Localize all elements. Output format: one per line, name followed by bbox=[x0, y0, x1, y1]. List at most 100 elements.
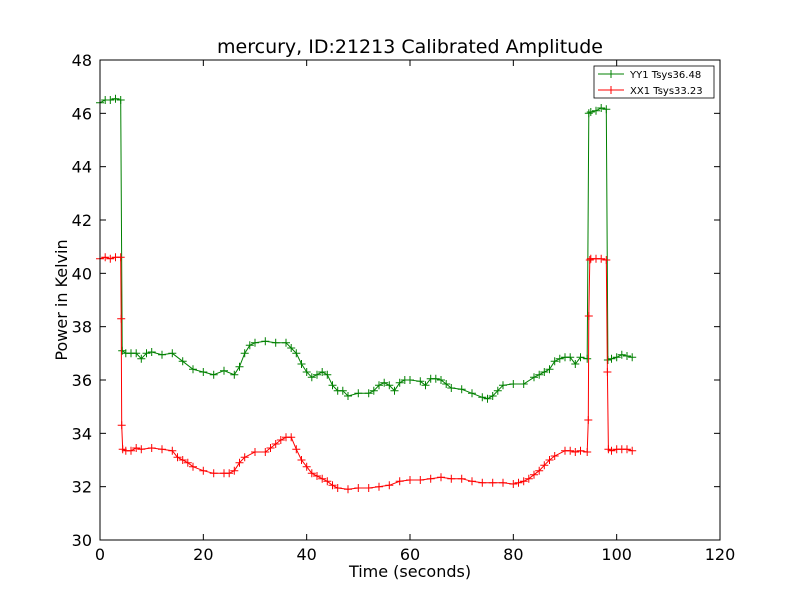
data-point-marker bbox=[199, 368, 208, 376]
data-point-marker bbox=[318, 368, 327, 376]
data-point-marker bbox=[375, 482, 383, 491]
data-point-marker bbox=[354, 484, 363, 492]
data-point-marker bbox=[220, 366, 228, 375]
data-point-marker bbox=[426, 474, 435, 483]
data-point-marker bbox=[168, 349, 177, 358]
data-point-marker bbox=[519, 477, 528, 486]
data-point-marker bbox=[628, 353, 637, 362]
data-point-marker bbox=[183, 458, 192, 467]
data-point-marker bbox=[333, 484, 342, 492]
data-point-marker bbox=[603, 356, 612, 364]
data-point-marker bbox=[364, 389, 373, 398]
data-point-marker bbox=[101, 253, 110, 262]
data-point-marker bbox=[302, 462, 311, 471]
data-point-marker bbox=[137, 354, 146, 363]
data-point-marker bbox=[225, 469, 234, 478]
data-point-marker bbox=[623, 445, 631, 454]
data-point-marker bbox=[137, 445, 146, 454]
data-point-marker bbox=[447, 474, 456, 483]
data-point-marker bbox=[566, 353, 575, 362]
y-tick-label: 36 bbox=[72, 371, 92, 390]
data-point-marker bbox=[584, 416, 593, 424]
data-point-marker bbox=[535, 466, 544, 475]
data-point-marker bbox=[158, 445, 166, 454]
data-point-marker bbox=[602, 105, 611, 114]
x-tick-label: 120 bbox=[705, 545, 736, 564]
data-point-marker bbox=[106, 96, 115, 104]
data-point-marker bbox=[390, 386, 399, 395]
legend-box bbox=[593, 65, 715, 99]
data-point-marker bbox=[499, 381, 507, 390]
data-point-marker bbox=[147, 348, 156, 356]
data-point-marker bbox=[576, 446, 585, 455]
data-point-marker bbox=[447, 384, 456, 392]
data-point-marker bbox=[323, 477, 332, 486]
data-point-marker bbox=[628, 446, 637, 455]
y-tick-label: 34 bbox=[72, 424, 92, 443]
data-point-marker bbox=[478, 478, 487, 487]
data-point-marker bbox=[623, 352, 631, 360]
data-point-marker bbox=[530, 373, 538, 382]
x-tick-label: 100 bbox=[601, 545, 632, 564]
data-point-marker bbox=[142, 349, 151, 358]
data-point-marker bbox=[545, 456, 554, 464]
data-point-marker bbox=[328, 481, 337, 490]
data-point-marker bbox=[302, 368, 311, 376]
data-point-marker bbox=[266, 444, 275, 452]
data-point-marker bbox=[209, 370, 218, 379]
data-point-marker bbox=[132, 349, 141, 358]
data-point-marker bbox=[251, 448, 259, 456]
data-point-marker bbox=[132, 444, 141, 452]
data-point-marker bbox=[276, 436, 285, 444]
y-tick-label: 30 bbox=[72, 531, 92, 550]
data-point-marker bbox=[287, 344, 296, 352]
data-point-marker bbox=[607, 354, 616, 363]
data-point-marker bbox=[545, 365, 554, 374]
legend-item: XX1 Tsys33.23 bbox=[598, 86, 703, 97]
data-point-marker bbox=[111, 94, 120, 103]
data-point-marker bbox=[282, 338, 290, 347]
data-point-marker bbox=[127, 446, 135, 455]
data-point-marker bbox=[437, 473, 445, 482]
data-point-marker bbox=[550, 452, 559, 460]
data-point-marker bbox=[338, 386, 347, 395]
data-point-marker bbox=[240, 453, 249, 462]
data-point-marker bbox=[509, 380, 518, 388]
data-point-marker bbox=[344, 392, 352, 400]
data-point-marker bbox=[457, 474, 466, 483]
data-point-marker bbox=[583, 448, 592, 456]
data-point-marker bbox=[483, 394, 492, 403]
x-tick-label: 40 bbox=[296, 545, 316, 564]
series-2 bbox=[96, 253, 637, 494]
data-point-marker bbox=[540, 368, 549, 376]
data-point-marker bbox=[431, 374, 440, 383]
x-tick-label: 60 bbox=[400, 545, 420, 564]
plot-background bbox=[100, 60, 720, 540]
data-point-marker bbox=[235, 458, 244, 467]
data-point-marker bbox=[530, 470, 538, 479]
data-point-marker bbox=[514, 478, 523, 487]
data-point-marker bbox=[178, 357, 187, 366]
data-point-marker bbox=[271, 440, 280, 448]
data-point-marker bbox=[416, 377, 425, 386]
data-point-marker bbox=[416, 476, 425, 484]
data-point-marker bbox=[261, 448, 270, 456]
x-tick-label: 0 bbox=[95, 545, 105, 564]
data-point-marker bbox=[571, 360, 580, 368]
data-point-marker bbox=[499, 478, 507, 487]
data-point-marker bbox=[584, 312, 593, 320]
data-point-marker bbox=[493, 386, 502, 395]
data-point-marker bbox=[468, 477, 476, 486]
data-point-marker bbox=[535, 370, 544, 379]
data-point-marker bbox=[566, 446, 575, 455]
data-point-marker bbox=[116, 253, 125, 262]
data-point-marker bbox=[292, 349, 301, 358]
data-point-marker bbox=[597, 104, 606, 112]
data-point-marker bbox=[189, 365, 197, 374]
data-point-marker bbox=[406, 476, 414, 484]
data-point-marker bbox=[199, 466, 208, 475]
data-point-marker bbox=[395, 378, 404, 387]
data-point-marker bbox=[583, 354, 592, 363]
y-axis-label: Power in Kelvin bbox=[52, 239, 71, 360]
